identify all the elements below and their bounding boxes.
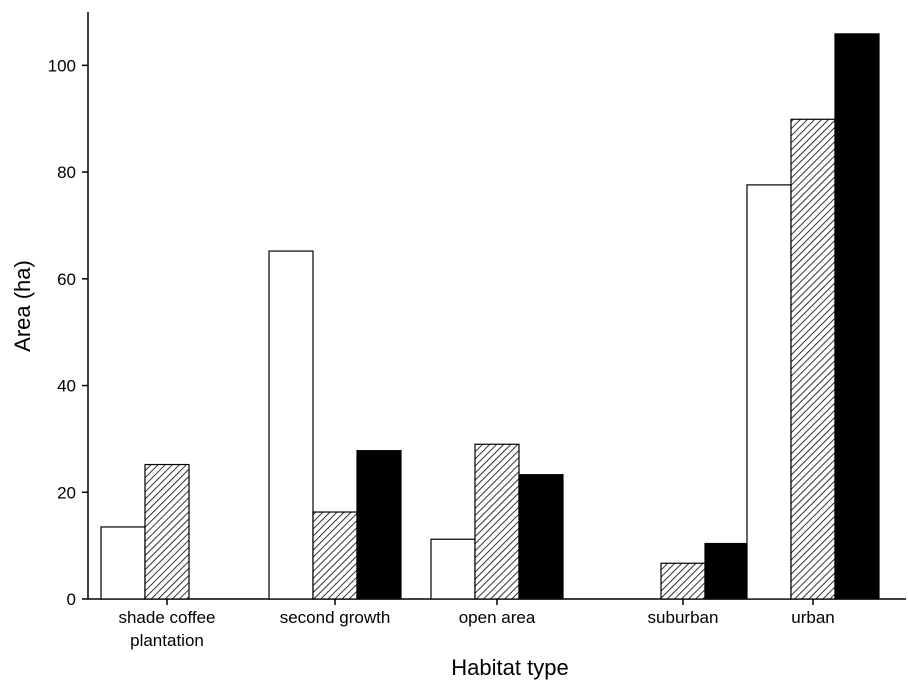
y-tick-label: 100 — [48, 56, 76, 75]
y-tick-label: 80 — [57, 163, 76, 182]
bar — [268, 250, 314, 600]
x-tick-label: plantation — [130, 631, 204, 650]
bar — [704, 542, 750, 600]
x-tick-label: urban — [791, 608, 834, 627]
bar — [430, 538, 476, 600]
bar — [660, 562, 706, 600]
x-axis-label: Habitat type — [451, 655, 568, 680]
y-tick-label: 20 — [57, 483, 76, 502]
x-tick-label: open area — [459, 608, 536, 627]
y-axis-label: Area (ha) — [10, 260, 35, 352]
bar — [790, 118, 836, 600]
bar — [834, 33, 880, 600]
bar — [144, 463, 190, 600]
y-tick-label: 40 — [57, 377, 76, 396]
bar — [356, 450, 402, 600]
bar — [474, 443, 520, 600]
bar — [100, 526, 146, 600]
plot-area: 0 20 40 60 80 100 shade coffee plantation second… — [48, 12, 906, 650]
x-tick-label: second growth — [280, 608, 391, 627]
y-tick-label: 60 — [57, 270, 76, 289]
bar — [746, 184, 792, 600]
x-tick-label: shade coffee — [118, 608, 215, 627]
bar — [518, 474, 564, 600]
x-tick-label: suburban — [648, 608, 719, 627]
y-tick-label: 0 — [67, 590, 76, 609]
bar — [312, 511, 358, 600]
